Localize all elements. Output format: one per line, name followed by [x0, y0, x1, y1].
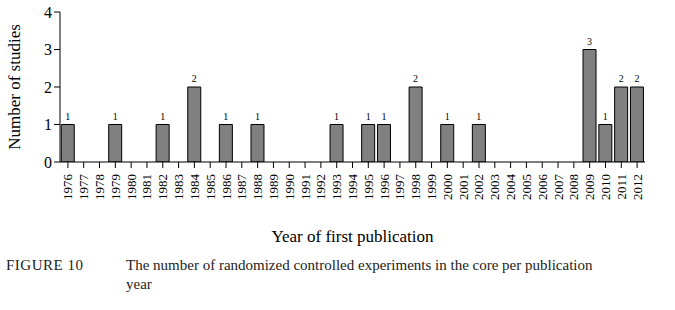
svg-text:1: 1: [255, 111, 260, 122]
svg-text:1: 1: [223, 111, 228, 122]
svg-text:1: 1: [113, 111, 118, 122]
svg-text:0: 0: [44, 154, 52, 171]
svg-text:2000: 2000: [440, 174, 455, 200]
svg-text:2012: 2012: [630, 174, 645, 200]
svg-text:1990: 1990: [282, 174, 297, 200]
svg-text:1993: 1993: [329, 174, 344, 200]
svg-text:3: 3: [587, 36, 592, 47]
svg-text:2: 2: [413, 73, 418, 84]
svg-text:2009: 2009: [582, 174, 597, 200]
svg-text:1992: 1992: [313, 174, 328, 200]
svg-text:2005: 2005: [519, 174, 534, 200]
svg-text:1988: 1988: [250, 174, 265, 200]
svg-text:Year of first publication: Year of first publication: [271, 227, 434, 246]
svg-text:1999: 1999: [424, 174, 439, 200]
svg-text:2007: 2007: [551, 174, 566, 201]
svg-text:1: 1: [44, 116, 52, 133]
svg-text:1995: 1995: [361, 174, 376, 200]
svg-text:1981: 1981: [139, 174, 154, 200]
svg-text:1987: 1987: [234, 174, 249, 201]
svg-text:1996: 1996: [377, 174, 392, 201]
svg-text:1998: 1998: [408, 174, 423, 200]
svg-text:1: 1: [476, 111, 481, 122]
svg-text:2006: 2006: [535, 174, 550, 201]
svg-text:2004: 2004: [503, 174, 518, 201]
svg-text:1994: 1994: [345, 174, 360, 201]
svg-text:1991: 1991: [298, 174, 313, 200]
svg-text:2003: 2003: [487, 174, 502, 200]
svg-text:1985: 1985: [203, 174, 218, 200]
svg-text:2008: 2008: [566, 174, 581, 200]
svg-text:4: 4: [44, 4, 52, 21]
svg-text:1983: 1983: [171, 174, 186, 200]
svg-text:1: 1: [334, 111, 339, 122]
svg-text:1976: 1976: [60, 174, 75, 201]
svg-text:1977: 1977: [76, 174, 91, 201]
svg-text:1: 1: [603, 111, 608, 122]
svg-text:1979: 1979: [108, 174, 123, 200]
svg-text:1: 1: [366, 111, 371, 122]
svg-text:2001: 2001: [456, 174, 471, 200]
svg-text:2: 2: [634, 73, 639, 84]
html-text:The number of randomized contr: The number of randomized controlled expe…: [126, 257, 593, 292]
svg-text:1: 1: [65, 111, 70, 122]
svg-text:Number of studies: Number of studies: [8, 24, 24, 150]
svg-text:2002: 2002: [471, 174, 486, 200]
svg-text:2: 2: [619, 73, 624, 84]
html-text:FIGURE 10: FIGURE 10: [6, 257, 84, 273]
svg-text:1997: 1997: [392, 174, 407, 201]
svg-text:1: 1: [381, 111, 386, 122]
svg-text:2010: 2010: [598, 174, 613, 200]
svg-text:1986: 1986: [219, 174, 234, 201]
svg-text:1: 1: [160, 111, 165, 122]
svg-text:2: 2: [192, 73, 197, 84]
svg-text:1989: 1989: [266, 174, 281, 200]
svg-text:1982: 1982: [155, 174, 170, 200]
svg-text:1984: 1984: [187, 174, 202, 201]
svg-text:1: 1: [445, 111, 450, 122]
svg-text:2: 2: [44, 79, 52, 96]
svg-text:1978: 1978: [92, 174, 107, 200]
svg-text:1980: 1980: [124, 174, 139, 200]
svg-text:3: 3: [44, 41, 52, 58]
svg-text:2011: 2011: [614, 174, 629, 200]
